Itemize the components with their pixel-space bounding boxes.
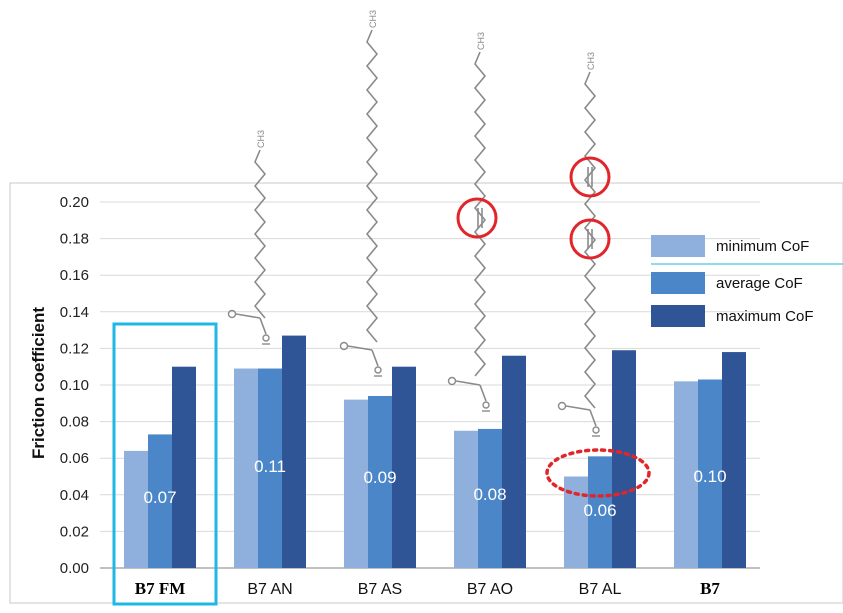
methyl-label: CH3 (586, 52, 596, 70)
category-label: B7 AL (579, 581, 622, 598)
bar-value-label: 0.07 (143, 488, 176, 507)
category-layer: B7 FM B7 AN B7 AS B7 AO B7 AL B7 (135, 579, 721, 598)
hydroxyl-bond (259, 317, 267, 335)
carbonyl-bond (235, 313, 261, 319)
bar-layer (124, 335, 746, 568)
hydroxyl-bond (371, 349, 379, 367)
carbonyl-bond (347, 345, 373, 351)
legend-swatch (651, 305, 705, 327)
bar-average (478, 428, 502, 568)
oxygen-atom (339, 341, 349, 351)
y-tick-label: 0.20 (60, 194, 89, 211)
y-tick-layer: 0.00 0.02 0.04 0.06 0.08 0.10 0.12 0.14 0.16 0.18… (60, 194, 89, 577)
hydroxyl-oxygen (262, 334, 270, 342)
oxygen-atom (557, 401, 567, 411)
y-tick-label: 0.18 (60, 231, 89, 248)
grid-layer (100, 201, 760, 569)
y-axis-label: Friction coefficient (29, 307, 48, 459)
b7-fm-highlight-box (112, 322, 218, 606)
bar-minimum (124, 450, 148, 568)
legend-label: average CoF (716, 275, 803, 292)
hydroxyl-oxygen (374, 366, 382, 374)
carbonyl-bond (455, 380, 481, 386)
methyl-label: CH3 (368, 10, 378, 28)
bar-value-label: 0.06 (583, 501, 616, 520)
double-bond-highlight-circle (569, 218, 611, 260)
bar-minimum (234, 368, 258, 568)
y-tick-label: 0.00 (60, 560, 89, 577)
bar-average (258, 368, 282, 568)
y-tick-label: 0.02 (60, 523, 89, 540)
bar-maximum (392, 366, 416, 568)
bar-average (588, 456, 612, 568)
bar-maximum (172, 366, 196, 568)
category-label: B7 AO (467, 581, 513, 598)
legend-label: minimum CoF (716, 238, 809, 255)
hydroxyl-bond (589, 409, 597, 427)
y-tick-label: 0.08 (60, 414, 89, 431)
hydroxyl-oxygen (592, 426, 600, 434)
legend-label: maximum CoF (716, 308, 814, 325)
bar-minimum (344, 399, 368, 568)
y-tick-label: 0.16 (60, 267, 89, 284)
plot-area-frame (9, 182, 843, 604)
bar-value-label: 0.10 (693, 467, 726, 486)
bar-average (148, 434, 172, 568)
y-tick-label: 0.06 (60, 450, 89, 467)
bar-label-layer: 0.07 0.11 0.09 0.08 0.06 0.10 (143, 457, 726, 520)
bar-average (368, 395, 392, 568)
category-label: B7 FM (135, 579, 186, 598)
bar-average (698, 379, 722, 568)
bar-value-label: 0.09 (363, 468, 396, 487)
methyl-label: CH3 (256, 130, 266, 148)
bar-maximum (612, 350, 636, 568)
hydroxyl-bond (479, 384, 487, 402)
legend-swatch (651, 272, 705, 294)
alkyl-chain (365, 29, 379, 343)
molecule-layer: CH3 CH3 CH3 CH3 (227, 10, 600, 437)
legend: minimum CoF average CoF maximum CoF (651, 235, 843, 327)
lowest-friction-ellipse (545, 448, 651, 498)
annotation-layer (112, 156, 651, 606)
double-bond-highlight-circle (456, 197, 498, 239)
category-label: B7 (700, 579, 720, 598)
y-tick-label: 0.10 (60, 377, 89, 394)
bar-value-label: 0.08 (473, 485, 506, 504)
y-tick-label: 0.04 (60, 487, 89, 504)
bar-minimum (674, 381, 698, 568)
legend-swatch (651, 235, 705, 257)
category-label: B7 AN (247, 581, 292, 598)
y-tick-label: 0.12 (60, 340, 89, 357)
methyl-label: CH3 (476, 32, 486, 50)
double-bond-highlight-circle (569, 156, 611, 198)
carbonyl-bond (565, 405, 591, 411)
bar-minimum (454, 430, 478, 568)
bar-maximum (502, 355, 526, 568)
bar-maximum (722, 352, 746, 568)
alkyl-chain (583, 71, 597, 409)
alkyl-chain (253, 149, 267, 319)
bar-value-label: 0.11 (254, 457, 286, 476)
hydroxyl-oxygen (482, 401, 490, 409)
category-label: B7 AS (358, 581, 402, 598)
alkyl-chain (473, 51, 487, 377)
bar-maximum (282, 335, 306, 568)
oxygen-atom (227, 309, 237, 319)
y-tick-label: 0.14 (60, 304, 89, 321)
oxygen-atom (447, 376, 457, 386)
